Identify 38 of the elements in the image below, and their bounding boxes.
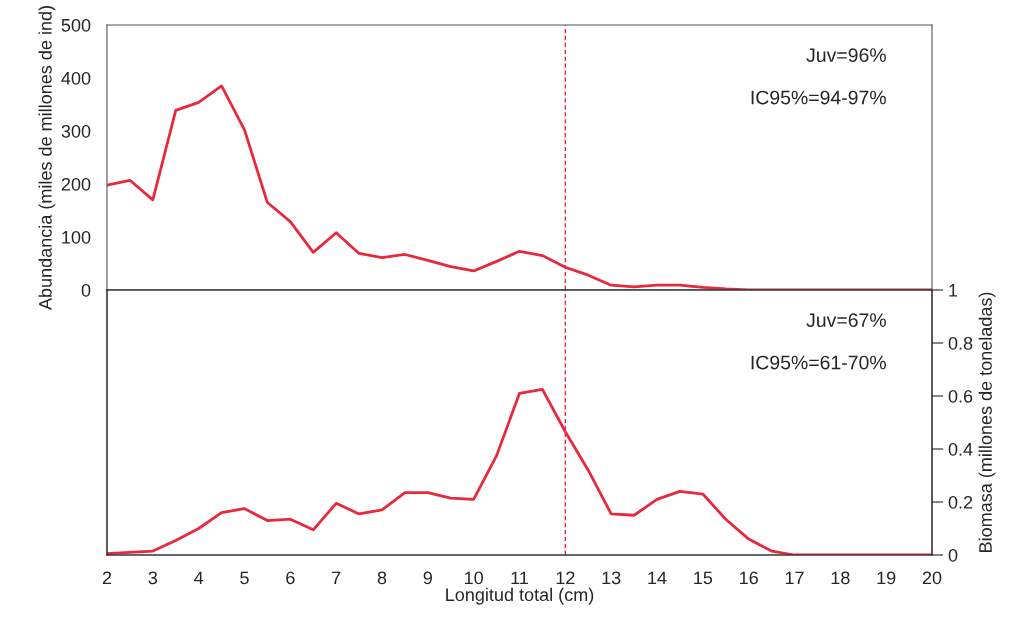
y2-tick-label: 1: [949, 284, 958, 297]
x-tick-label: 2: [102, 571, 112, 585]
y-tick-label: 200: [61, 177, 91, 191]
annotation: Juv=67%: [806, 313, 886, 328]
x-tick-label: 20: [922, 571, 942, 585]
x-tick-label: 17: [785, 571, 804, 585]
x-tick-label: 3: [148, 571, 158, 585]
y-tick-label: 0: [81, 283, 91, 297]
x-tick-label: 19: [877, 571, 896, 585]
x-tick-label: 11: [511, 571, 528, 585]
y2-tick-label: 0.8: [948, 336, 973, 350]
annotation: Juv=96%: [806, 48, 886, 63]
x-tick-label: 9: [423, 571, 432, 585]
y2-tick-label: 0: [948, 548, 958, 562]
x-tick-label: 10: [465, 571, 483, 585]
x-tick-label: 7: [332, 571, 341, 585]
y2-tick-label: 0.4: [948, 442, 973, 456]
x-tick-label: 12: [556, 571, 575, 585]
y-tick-label: 400: [61, 71, 91, 85]
x-tick-label: 13: [602, 571, 621, 585]
x-tick-label: 16: [740, 571, 758, 585]
x-tick-label: 8: [377, 571, 387, 585]
x-tick-label: 15: [694, 571, 713, 585]
y2-tick-label: 0.6: [948, 389, 973, 403]
y-tick-label: 100: [62, 230, 91, 244]
y-tick-label: 300: [61, 124, 91, 138]
x-tick-label: 18: [831, 571, 850, 585]
y-axis-title: Abundancia (miles de millones de ind): [38, 6, 56, 310]
annotation: IC95%=94-97%: [751, 90, 886, 105]
x-tick-label: 14: [648, 571, 667, 585]
x-tick-label: 4: [194, 571, 204, 585]
y2-tick-label: 0.2: [948, 495, 973, 509]
x-tick-label: 6: [286, 571, 295, 585]
x-axis-title: Longitud total (cm): [446, 587, 594, 605]
y-tick-label: 500: [61, 18, 91, 32]
annotation: IC95%=61-70%: [751, 355, 886, 370]
x-tick-label: 5: [240, 571, 249, 585]
y2-axis-title: Biomasa (millones de toneladas): [978, 292, 996, 552]
